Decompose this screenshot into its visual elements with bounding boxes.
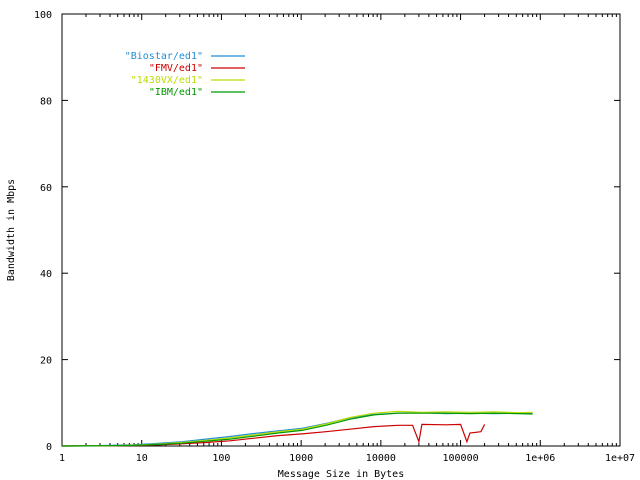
legend-label: "IBM/ed1" (149, 87, 203, 98)
x-tick-label: 100000 (443, 453, 479, 464)
x-axis-title: Message Size in Bytes (278, 469, 404, 480)
axis-ticks (61, 13, 621, 447)
y-tick-label: 0 (46, 442, 52, 453)
plot-frame (61, 13, 621, 447)
series-lines (61, 410, 533, 447)
y-tick-label: 100 (34, 10, 52, 21)
y-tick-label: 60 (40, 183, 52, 194)
legend-label: "FMV/ed1" (149, 63, 203, 74)
y-tick-label: 40 (40, 269, 52, 280)
x-tick-label: 1e+07 (605, 453, 635, 464)
x-tick-label: 1000 (289, 453, 313, 464)
legend-label: "1430VX/ed1" (131, 75, 203, 86)
x-tick-label: 1 (59, 453, 65, 464)
legend-label: "Biostar/ed1" (125, 51, 203, 62)
series-line (61, 412, 533, 447)
x-tick-label: 10000 (366, 453, 396, 464)
axis-tick-labels: 1 10 100 1000 10000 100000 1e+06 1e+07 0 20 40 60 80… (34, 10, 635, 464)
y-tick-label: 20 (40, 356, 52, 367)
x-tick-label: 1e+06 (525, 453, 555, 464)
y-axis-title: Bandwidth in Mbps (6, 179, 17, 281)
x-tick-label: 100 (212, 453, 230, 464)
series-line (61, 423, 486, 447)
chart-legend: "Biostar/ed1""FMV/ed1""1430VX/ed1""IBM/e… (125, 51, 245, 98)
y-tick-label: 80 (40, 96, 52, 107)
x-tick-label: 10 (136, 453, 148, 464)
